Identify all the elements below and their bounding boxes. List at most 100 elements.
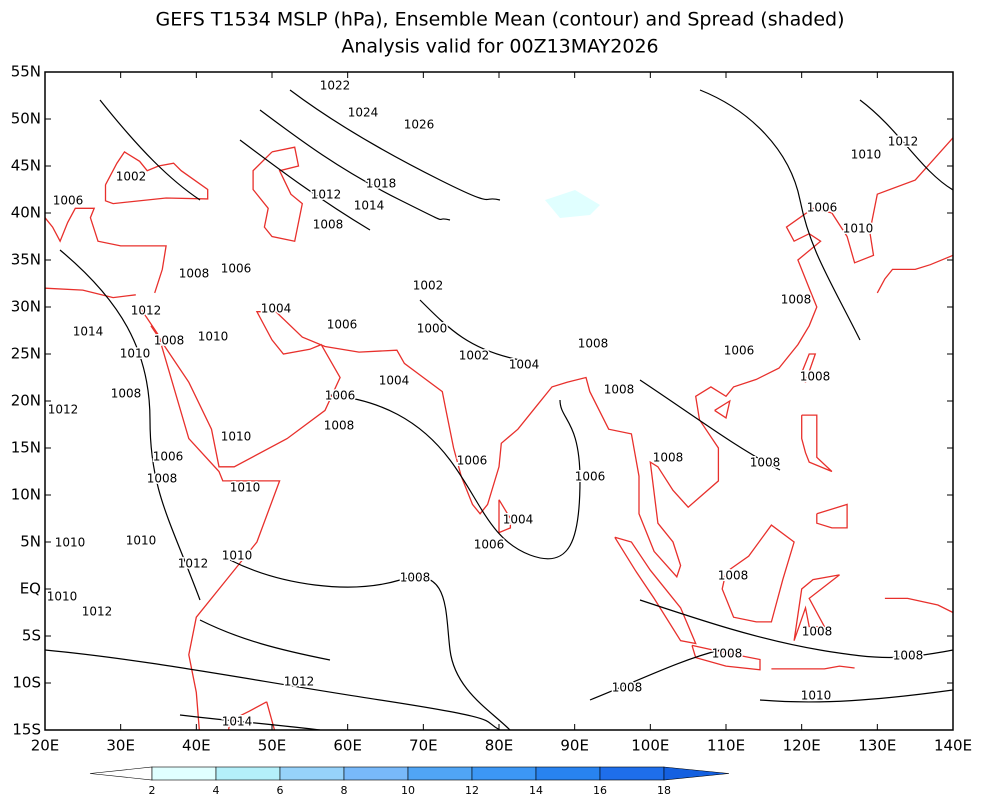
colorbar-segment bbox=[279, 766, 345, 781]
contour-label: 1006 bbox=[807, 201, 838, 215]
contour-label: 1006 bbox=[53, 194, 84, 208]
contour-label: 1014 bbox=[354, 199, 385, 213]
subtitle: Analysis valid for 00Z13MAY2026 bbox=[341, 36, 658, 58]
colorbar-label: 4 bbox=[213, 784, 220, 797]
contour-label: 1012 bbox=[131, 304, 162, 318]
latitude-label: 55N bbox=[11, 63, 41, 81]
colorbar: 2 4 6 8 10 12 14 16 18 bbox=[89, 766, 730, 797]
contour-line bbox=[199, 619, 331, 661]
contour-label: 1008 bbox=[781, 293, 812, 307]
latitude-label: 45N bbox=[11, 157, 41, 175]
colorbar-end bbox=[89, 766, 153, 781]
coastline bbox=[139, 306, 281, 730]
coastline bbox=[876, 254, 953, 294]
coastline bbox=[884, 597, 953, 614]
longitude-label: 90E bbox=[560, 737, 589, 755]
contour-label: 1002 bbox=[116, 170, 147, 184]
contour-line bbox=[419, 299, 521, 361]
contour-label: 1008 bbox=[154, 334, 185, 348]
coastline bbox=[771, 665, 855, 670]
latitude-label: 50N bbox=[11, 110, 41, 128]
coastline bbox=[150, 137, 953, 579]
contour-label: 1004 bbox=[509, 358, 540, 372]
contour-label: 1006 bbox=[457, 454, 488, 468]
contour-label: 1022 bbox=[320, 79, 351, 93]
latitude-label: 5S bbox=[22, 627, 41, 645]
longitude-label: 110E bbox=[707, 737, 745, 755]
contour-label: 1008 bbox=[147, 472, 178, 486]
coastline bbox=[801, 414, 833, 473]
contour-line bbox=[329, 394, 581, 560]
contour-label: 1008 bbox=[800, 370, 831, 384]
colorbar-end bbox=[663, 766, 730, 781]
contour-label: 1010 bbox=[221, 430, 252, 444]
contour-label: 1008 bbox=[718, 569, 749, 583]
contour-label: 1010 bbox=[230, 481, 261, 495]
contour-label: 1000 bbox=[417, 322, 448, 336]
contour-label: 1002 bbox=[459, 349, 490, 363]
contour-label: 1010 bbox=[120, 347, 151, 361]
longitude-label: 120E bbox=[783, 737, 821, 755]
contour-label: 1008 bbox=[400, 571, 431, 585]
longitude-label: 50E bbox=[258, 737, 287, 755]
colorbar-label: 16 bbox=[593, 784, 607, 797]
contour-label: 1004 bbox=[503, 513, 534, 527]
contour-line bbox=[99, 99, 201, 201]
contour-line bbox=[289, 89, 501, 201]
contour-label: 1010 bbox=[47, 590, 78, 604]
contour-label: 1008 bbox=[111, 387, 142, 401]
latitude-label: 20N bbox=[11, 392, 41, 410]
colorbar-label: 6 bbox=[277, 784, 284, 797]
coastline bbox=[714, 399, 731, 419]
contour-line bbox=[589, 649, 721, 701]
contour-line bbox=[179, 714, 321, 730]
contour-label: 1012 bbox=[48, 403, 79, 417]
latitude-label: 10N bbox=[11, 486, 41, 504]
colorbar-label: 18 bbox=[657, 784, 671, 797]
coastline bbox=[104, 151, 209, 205]
coastline bbox=[816, 503, 848, 529]
contour-line bbox=[859, 99, 953, 191]
colorbar-segment bbox=[407, 766, 473, 781]
latitude-label: 5N bbox=[20, 533, 41, 551]
colorbar-segment bbox=[471, 766, 537, 781]
contour-label: 1004 bbox=[379, 374, 410, 388]
coastline bbox=[252, 146, 304, 242]
latitude-label: 35N bbox=[11, 251, 41, 269]
coastline bbox=[800, 353, 817, 383]
contour-line bbox=[699, 89, 861, 341]
contour-label: 1018 bbox=[366, 177, 397, 191]
contour-label: 1006 bbox=[221, 262, 252, 276]
contour-line bbox=[45, 649, 501, 730]
contour-line bbox=[59, 249, 201, 601]
coastline bbox=[721, 524, 795, 623]
contour-label: 1006 bbox=[327, 318, 358, 332]
colorbar-label: 10 bbox=[401, 784, 415, 797]
contour-label: 1012 bbox=[888, 135, 919, 149]
latitude-label: 10S bbox=[12, 674, 41, 692]
contour-label: 1006 bbox=[325, 389, 356, 403]
contour-label: 1008 bbox=[578, 337, 609, 351]
latitude-label: 15S bbox=[12, 721, 41, 739]
contour-label: 1008 bbox=[313, 218, 344, 232]
latitude-label: 25N bbox=[11, 345, 41, 363]
contour-label: 1010 bbox=[198, 330, 229, 344]
coastline bbox=[498, 499, 512, 534]
colorbar-label: 12 bbox=[465, 784, 479, 797]
colorbar-label: 2 bbox=[149, 784, 156, 797]
contour-label: 1010 bbox=[801, 689, 832, 703]
contour-line bbox=[639, 379, 781, 471]
latitude-label: 15N bbox=[11, 439, 41, 457]
colorbar-segment bbox=[599, 766, 665, 781]
contour-label: 1008 bbox=[612, 681, 643, 695]
contour-line bbox=[239, 139, 371, 231]
contour-label: 1004 bbox=[261, 302, 292, 316]
contour-label: 1006 bbox=[474, 538, 505, 552]
longitude-label: 80E bbox=[485, 737, 514, 755]
contour-label: 1008 bbox=[324, 419, 355, 433]
longitude-label: 70E bbox=[409, 737, 438, 755]
latitude-label: 30N bbox=[11, 298, 41, 316]
contour-label: 1008 bbox=[712, 647, 743, 661]
contour-label: 1006 bbox=[575, 470, 606, 484]
coastline bbox=[793, 574, 840, 641]
